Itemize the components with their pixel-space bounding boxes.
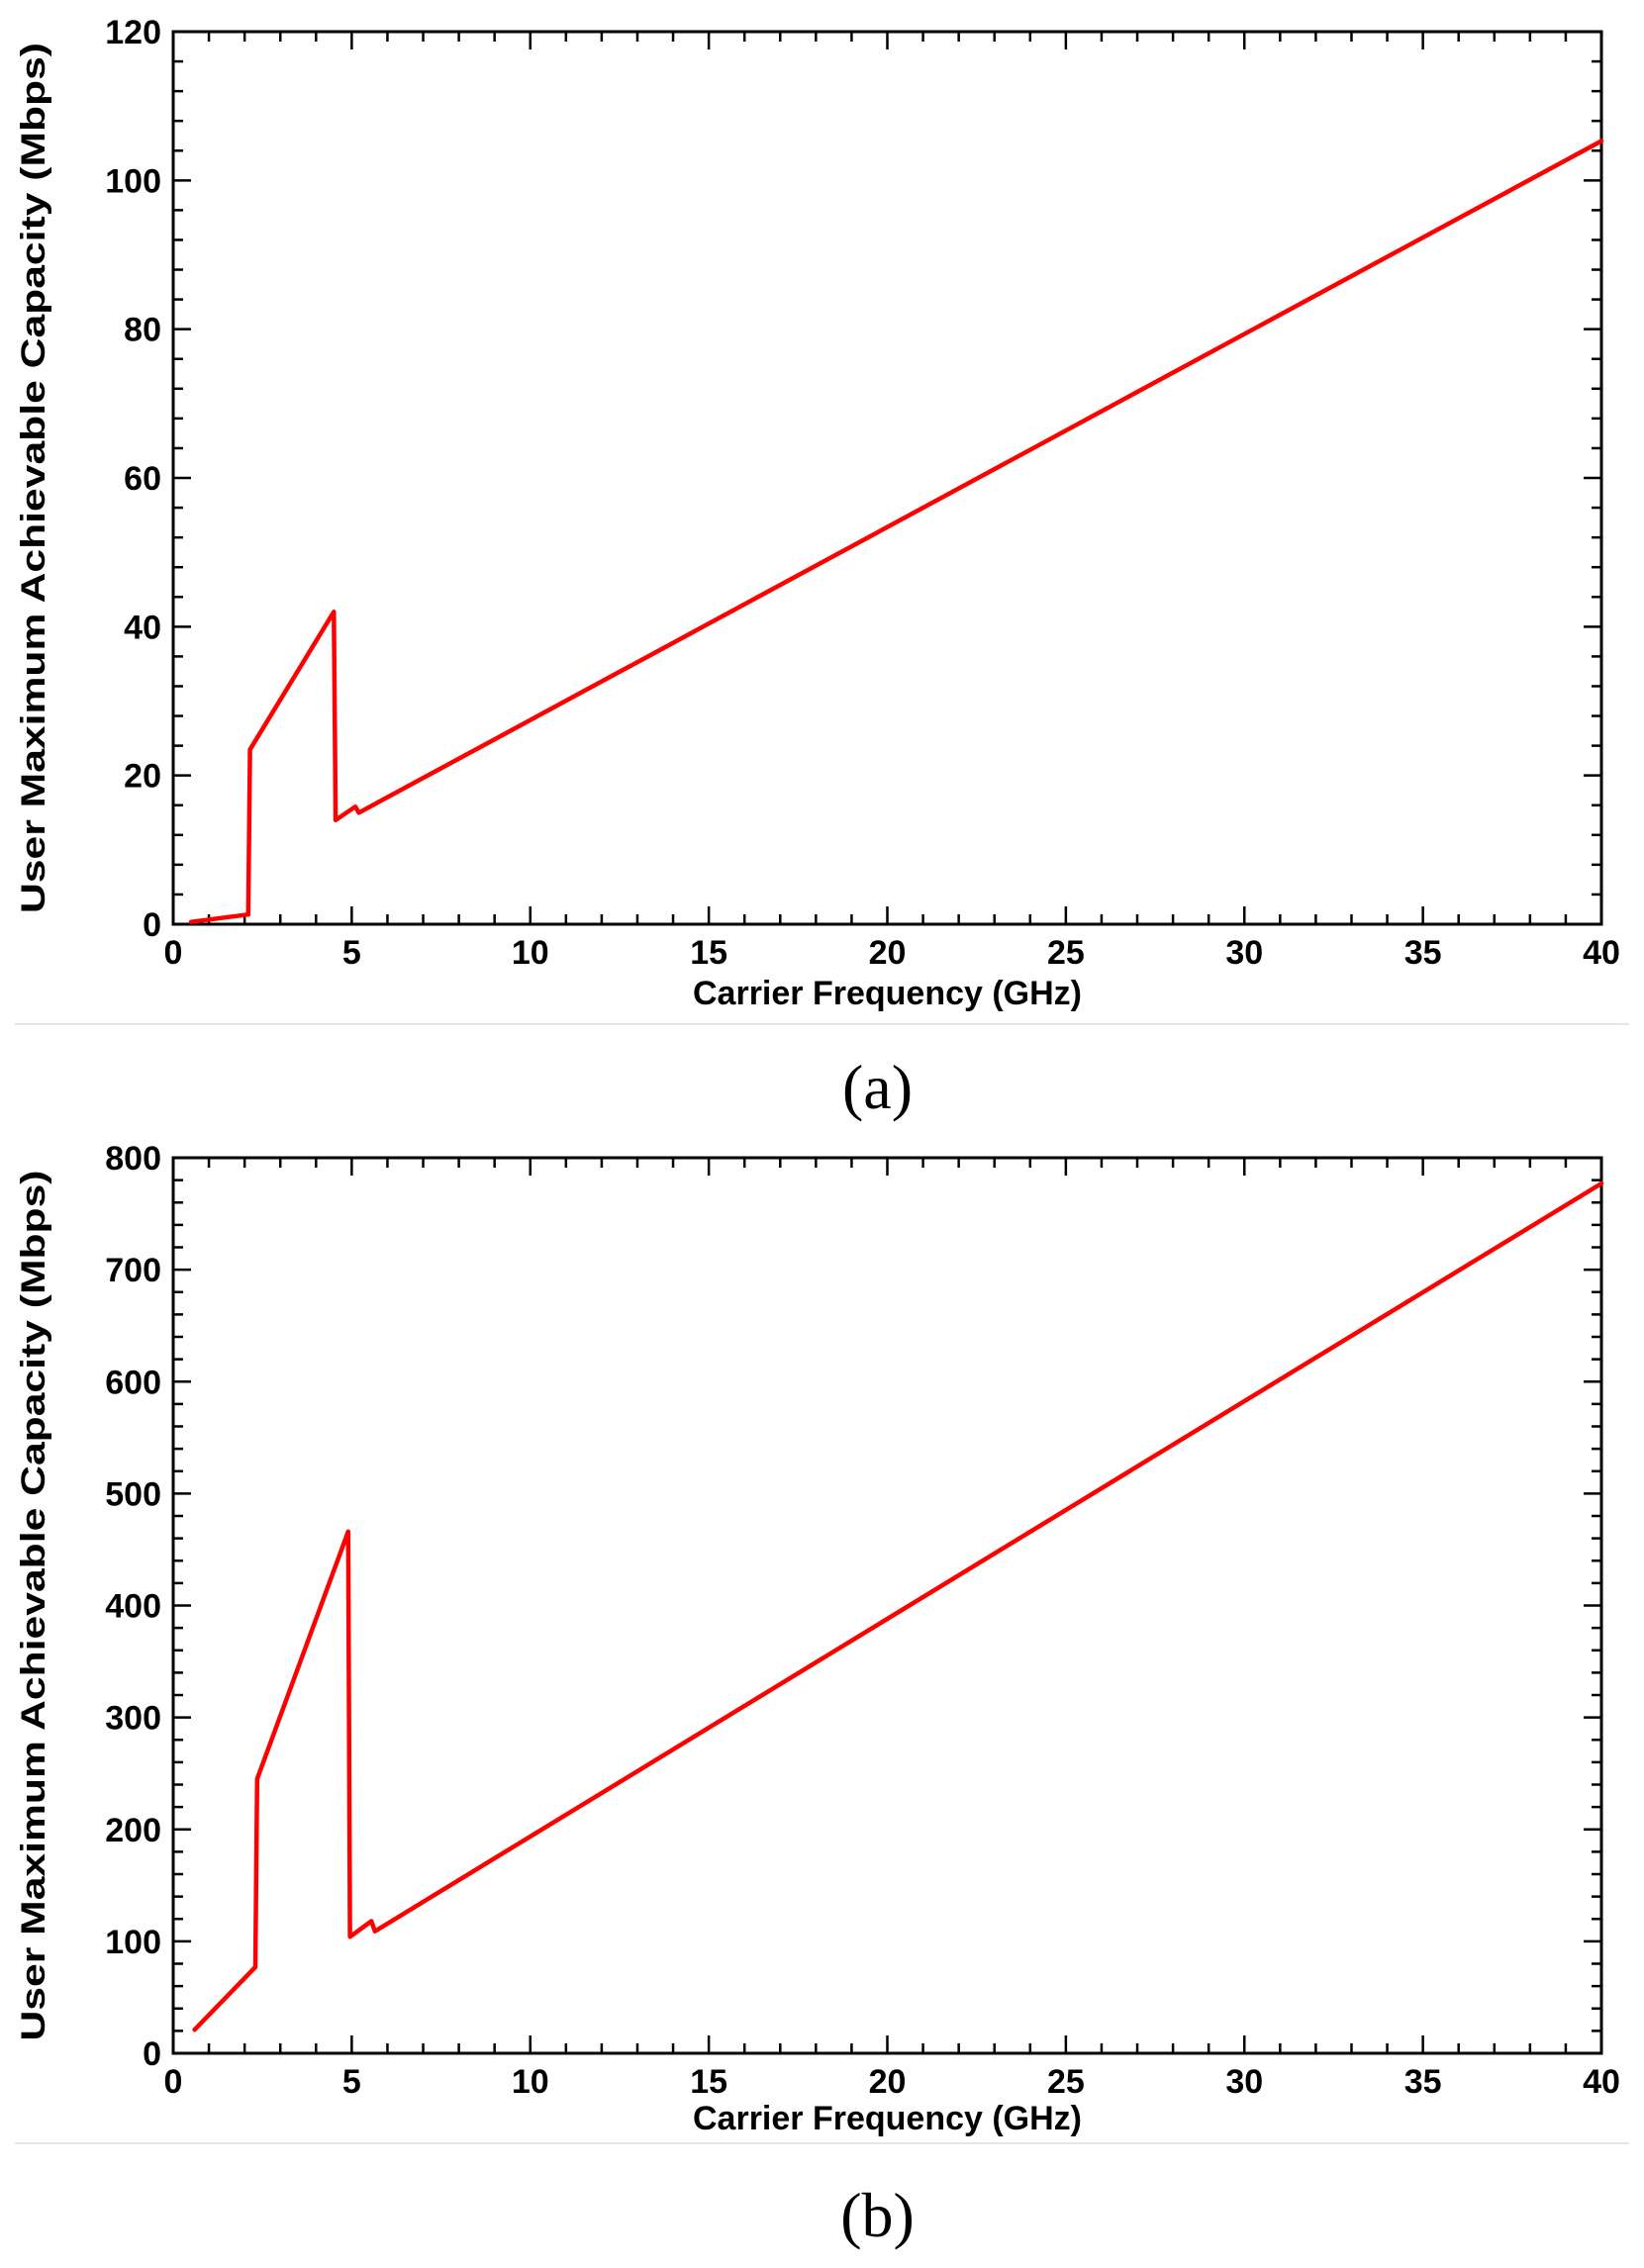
x-tick-label: 20 (869, 934, 907, 972)
y-tick-label: 0 (143, 2035, 161, 2073)
y-axis-label: User Maximum Achievable Capacity (Mbps) (15, 1171, 52, 2041)
y-tick-label: 100 (105, 1924, 161, 1961)
x-tick-label: 40 (1583, 934, 1620, 972)
y-tick-label: 400 (105, 1588, 161, 1626)
y-tick-label: 40 (124, 609, 161, 646)
x-tick-label: 15 (690, 2063, 727, 2101)
y-tick-label: 60 (124, 460, 161, 498)
x-tick-label: 10 (512, 2063, 549, 2101)
x-tick-label: 30 (1225, 934, 1263, 972)
y-axis-label: User Maximum Achievable Capacity (Mbps) (15, 43, 52, 913)
y-tick-label: 0 (143, 906, 161, 944)
y-tick-label: 200 (105, 1812, 161, 1849)
x-tick-label: 25 (1047, 2063, 1085, 2101)
y-tick-label: 80 (124, 312, 161, 349)
plot-frame (171, 1156, 1603, 2055)
x-tick-label: 0 (164, 2063, 183, 2101)
y-tick-label: 120 (105, 14, 161, 51)
x-axis-label: Carrier Frequency (GHz) (693, 2100, 1082, 2137)
chart-a: 0 5 10 15 20 25 30 35 40 0 20 40 60 80 100 120 Carrier F… (15, 14, 1620, 1122)
x-tick-label: 30 (1225, 2063, 1263, 2101)
x-tick-label: 20 (869, 2063, 907, 2101)
x-tick-label: 15 (690, 934, 727, 972)
y-tick-label: 300 (105, 1700, 161, 1738)
y-tick-label: 600 (105, 1364, 161, 1401)
x-tick-label: 25 (1047, 934, 1085, 972)
x-tick-label: 40 (1583, 2063, 1620, 2101)
x-axis-label: Carrier Frequency (GHz) (693, 975, 1082, 1012)
series-line (188, 139, 1604, 924)
x-tick-label: 35 (1404, 2063, 1442, 2101)
y-tick-label: 100 (105, 162, 161, 200)
x-tick-label: 5 (342, 934, 361, 972)
chart-b: 0 5 10 15 20 25 30 35 40010020030040050060070080… (15, 1140, 1620, 2250)
y-tick-label: 800 (105, 1140, 161, 1178)
x-tick-label: 35 (1404, 934, 1442, 972)
panel-caption: (b) (840, 2180, 915, 2250)
y-tick-label: 700 (105, 1252, 161, 1289)
x-tick-label: 0 (164, 934, 183, 972)
y-tick-label: 20 (124, 758, 161, 796)
panel-caption: (a) (842, 1052, 913, 1122)
plot-frame (171, 30, 1603, 926)
x-tick-label: 5 (342, 2063, 361, 2101)
series-line (192, 1181, 1604, 2032)
x-tick-label: 10 (512, 934, 549, 972)
y-tick-label: 500 (105, 1475, 161, 1513)
